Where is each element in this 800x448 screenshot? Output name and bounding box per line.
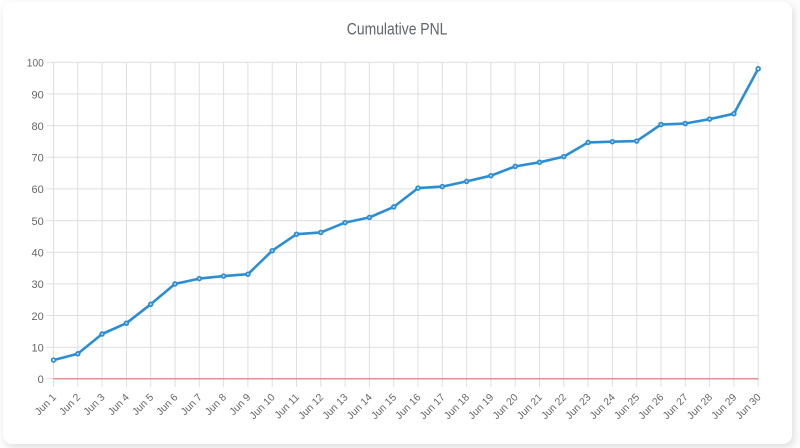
svg-text:100: 100 (27, 58, 44, 70)
svg-text:40: 40 (32, 248, 44, 260)
svg-text:Jun 14: Jun 14 (345, 392, 375, 422)
svg-text:Jun 12: Jun 12 (297, 392, 327, 422)
svg-text:70: 70 (32, 153, 44, 165)
svg-text:Jun 24: Jun 24 (588, 392, 618, 422)
svg-text:Jun 5: Jun 5 (131, 392, 157, 418)
svg-text:Jun 8: Jun 8 (203, 392, 229, 418)
svg-text:Jun 29: Jun 29 (710, 392, 740, 422)
svg-text:Jun 3: Jun 3 (82, 392, 108, 418)
svg-text:30: 30 (32, 279, 44, 291)
svg-text:Jun 27: Jun 27 (661, 392, 691, 422)
svg-text:Jun 20: Jun 20 (491, 392, 521, 422)
svg-text:Jun 21: Jun 21 (515, 392, 545, 422)
svg-text:Jun 16: Jun 16 (394, 392, 424, 422)
svg-text:Jun 18: Jun 18 (442, 392, 472, 422)
svg-text:Jun 19: Jun 19 (467, 392, 497, 422)
svg-text:Jun 17: Jun 17 (418, 392, 448, 422)
svg-text:Jun 15: Jun 15 (370, 392, 400, 422)
svg-text:20: 20 (32, 311, 44, 323)
svg-text:Jun 22: Jun 22 (540, 392, 570, 422)
svg-text:Jun 10: Jun 10 (248, 392, 278, 422)
svg-text:60: 60 (32, 184, 44, 196)
svg-text:0: 0 (38, 374, 44, 386)
svg-text:10: 10 (32, 343, 44, 355)
svg-text:Jun 6: Jun 6 (155, 392, 181, 418)
svg-text:Cumulative PNL: Cumulative PNL (347, 20, 448, 39)
svg-text:Jun 4: Jun 4 (106, 392, 132, 418)
svg-text:Jun 23: Jun 23 (564, 392, 594, 422)
svg-text:Jun 28: Jun 28 (685, 392, 715, 422)
svg-text:Jun 7: Jun 7 (179, 392, 205, 418)
svg-text:80: 80 (32, 121, 44, 133)
svg-text:50: 50 (32, 216, 44, 228)
svg-text:Jun 13: Jun 13 (321, 392, 351, 422)
svg-text:Jun 26: Jun 26 (637, 392, 667, 422)
svg-text:Jun 2: Jun 2 (58, 392, 84, 418)
svg-text:Jun 25: Jun 25 (613, 392, 643, 422)
svg-text:Jun 1: Jun 1 (33, 392, 59, 418)
svg-text:90: 90 (32, 89, 44, 101)
svg-text:Jun 30: Jun 30 (734, 392, 764, 422)
svg-text:Jun 11: Jun 11 (273, 392, 302, 421)
